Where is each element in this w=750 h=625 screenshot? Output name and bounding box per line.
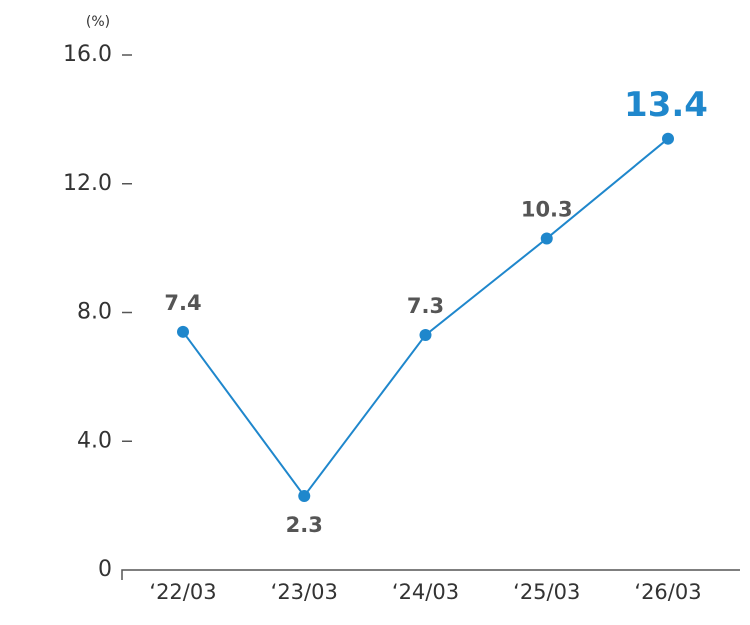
value-label: 10.3 bbox=[521, 197, 573, 221]
y-tick-label: 16.0 bbox=[63, 42, 112, 67]
point bbox=[419, 329, 432, 342]
value-label: 13.4 bbox=[624, 85, 708, 125]
point bbox=[298, 489, 311, 502]
y-tick-label: 0 bbox=[98, 557, 112, 582]
y-tick-label: 4.0 bbox=[77, 428, 112, 453]
y-tick-label: 12.0 bbox=[63, 171, 112, 196]
value-label: 7.4 bbox=[164, 291, 201, 315]
point bbox=[177, 325, 189, 338]
x-tick-label: ‘25/03 bbox=[513, 580, 580, 604]
x-tick-label: ‘26/03 bbox=[634, 580, 701, 604]
value-label: 7.3 bbox=[407, 294, 444, 318]
point bbox=[540, 232, 553, 245]
axis bbox=[121, 569, 740, 580]
x-tick-label: ‘23/03 bbox=[271, 580, 338, 604]
x-tick-label: ‘24/03 bbox=[392, 580, 459, 604]
y-tick-label: 8.0 bbox=[77, 300, 112, 325]
point bbox=[662, 132, 674, 145]
x-tick-label: ‘22/03 bbox=[149, 580, 216, 604]
value-label: 2.3 bbox=[286, 513, 323, 537]
y-unit: (%) bbox=[86, 14, 110, 30]
